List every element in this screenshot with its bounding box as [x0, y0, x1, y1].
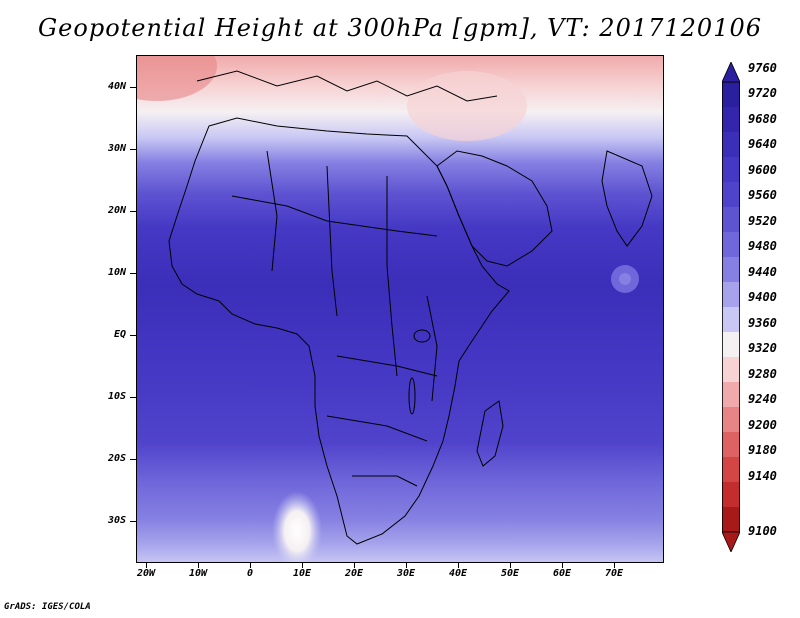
colorbar-label: 9640 — [748, 137, 777, 151]
colorbar-segment — [722, 457, 740, 483]
lon-tick — [302, 563, 303, 568]
lon-label-20e: 20E — [344, 568, 364, 579]
colorbar-segment — [722, 482, 740, 508]
lon-label-40e: 40E — [448, 568, 468, 579]
lon-label-20w: 20W — [136, 568, 156, 579]
lat-label-10n: 10N — [107, 267, 126, 278]
lon-label-50e: 50E — [500, 568, 520, 579]
lon-label-70e: 70E — [604, 568, 624, 579]
colorbar-segment — [722, 257, 740, 283]
geopotential-height-field — [137, 56, 663, 562]
lon-label-0: 0 — [246, 568, 254, 579]
lon-label-30e: 30E — [396, 568, 416, 579]
colorbar-label: 9760 — [748, 61, 777, 75]
lat-tick — [130, 335, 136, 336]
colorbar-label: 9720 — [748, 86, 777, 100]
lat-label-30n: 30N — [107, 143, 126, 154]
colorbar-segment — [722, 182, 740, 208]
colorbar-bottom-arrow — [722, 531, 740, 552]
lat-label-eq: EQ — [113, 329, 126, 340]
lat-tick — [130, 273, 136, 274]
colorbar-segment — [722, 207, 740, 233]
lat-tick — [130, 459, 136, 460]
lon-tick — [198, 563, 199, 568]
lat-tick — [130, 87, 136, 88]
colorbar-segment — [722, 307, 740, 333]
lon-label-60e: 60E — [552, 568, 572, 579]
lat-tick — [130, 149, 136, 150]
colorbar-label: 9520 — [748, 214, 777, 228]
map-plot-area — [136, 55, 664, 563]
lon-label-10e: 10E — [292, 568, 312, 579]
lon-tick — [562, 563, 563, 568]
colorbar-label: 9360 — [748, 316, 777, 330]
lon-tick — [250, 563, 251, 568]
lat-label-20s: 20S — [107, 453, 126, 464]
colorbar-label: 9400 — [748, 290, 777, 304]
lat-tick — [130, 397, 136, 398]
colorbar-segment — [722, 357, 740, 383]
colorbar-segment — [722, 382, 740, 408]
lon-label-10w: 10W — [188, 568, 208, 579]
colorbar-label: 9480 — [748, 239, 777, 253]
colorbar-segment — [722, 432, 740, 458]
grads-credit: GrADS: IGES/COLA — [4, 602, 91, 612]
lon-tick — [406, 563, 407, 568]
colorbar-label: 9560 — [748, 188, 777, 202]
lat-label-20n: 20N — [107, 205, 126, 216]
colorbar-segment — [722, 407, 740, 433]
coastlines — [168, 70, 653, 545]
lat-label-10s: 10S — [107, 391, 126, 402]
map-title: Geopotential Height at 300hPa [gpm], VT:… — [38, 14, 762, 42]
colorbar-segment — [722, 157, 740, 183]
colorbar-label: 9240 — [748, 392, 777, 406]
lon-tick — [354, 563, 355, 568]
colorbar-segment — [722, 107, 740, 133]
colorbar-top-arrow — [722, 62, 740, 83]
colorbar-label: 9280 — [748, 367, 777, 381]
colorbar-segment — [722, 507, 740, 533]
colorbar — [722, 62, 740, 552]
colorbar-label: 9180 — [748, 443, 777, 457]
colorbar-segment — [722, 82, 740, 108]
colorbar-label: 9100 — [748, 524, 777, 538]
lat-label-40n: 40N — [107, 81, 126, 92]
colorbar-label: 9200 — [748, 418, 777, 432]
colorbar-label: 9600 — [748, 163, 777, 177]
colorbar-label: 9680 — [748, 112, 777, 126]
colorbar-label: 9140 — [748, 469, 777, 483]
colorbar-segment — [722, 332, 740, 358]
lat-tick — [130, 521, 136, 522]
colorbar-label: 9320 — [748, 341, 777, 355]
lat-tick — [130, 211, 136, 212]
colorbar-segment — [722, 132, 740, 158]
lon-tick — [458, 563, 459, 568]
lat-label-30s: 30S — [107, 515, 126, 526]
lon-tick — [146, 563, 147, 568]
colorbar-segment — [722, 232, 740, 258]
colorbar-label: 9440 — [748, 265, 777, 279]
lon-tick — [614, 563, 615, 568]
colorbar-segment — [722, 282, 740, 308]
lon-tick — [510, 563, 511, 568]
